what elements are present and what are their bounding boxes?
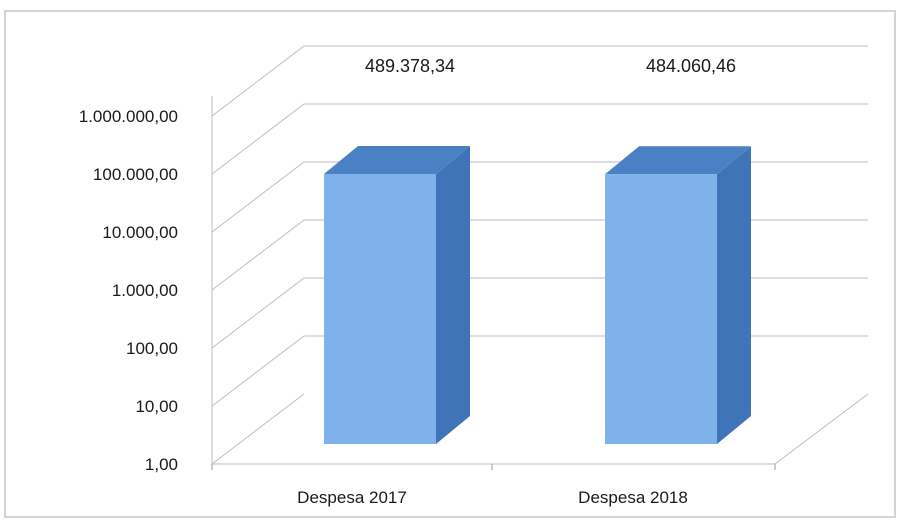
bar (324, 146, 470, 444)
side-wall-gridline (211, 277, 305, 349)
bar-side-face (717, 146, 751, 444)
side-wall-gridline (211, 103, 305, 175)
chart-floor (212, 393, 869, 465)
side-wall-gridline (211, 219, 305, 291)
bar-front-face (605, 174, 717, 444)
side-wall-gridline (211, 335, 305, 407)
side-wall-gridline (211, 393, 305, 465)
side-wall-gridline (211, 45, 305, 117)
x-tick-label: Despesa 2017 (297, 488, 407, 507)
data-label: 489.378,34 (365, 56, 455, 76)
y-tick-label: 100,00 (126, 339, 178, 358)
y-tick-label: 10.000,00 (102, 223, 178, 242)
bar (605, 146, 751, 444)
y-tick-label: 1.000.000,00 (79, 107, 178, 126)
y-tick-label: 1.000,00 (112, 281, 178, 300)
y-tick-label: 1,00 (145, 455, 178, 474)
y-tick-label: 10,00 (135, 397, 178, 416)
y-tick-label: 100.000,00 (93, 165, 178, 184)
x-tick-label: Despesa 2018 (578, 488, 688, 507)
data-label: 484.060,46 (646, 56, 736, 76)
bar-top-face (605, 146, 751, 175)
side-wall-gridline (211, 161, 305, 233)
bar-front-face (324, 174, 436, 444)
bar-side-face (436, 146, 470, 444)
bar-top-face (324, 146, 470, 175)
